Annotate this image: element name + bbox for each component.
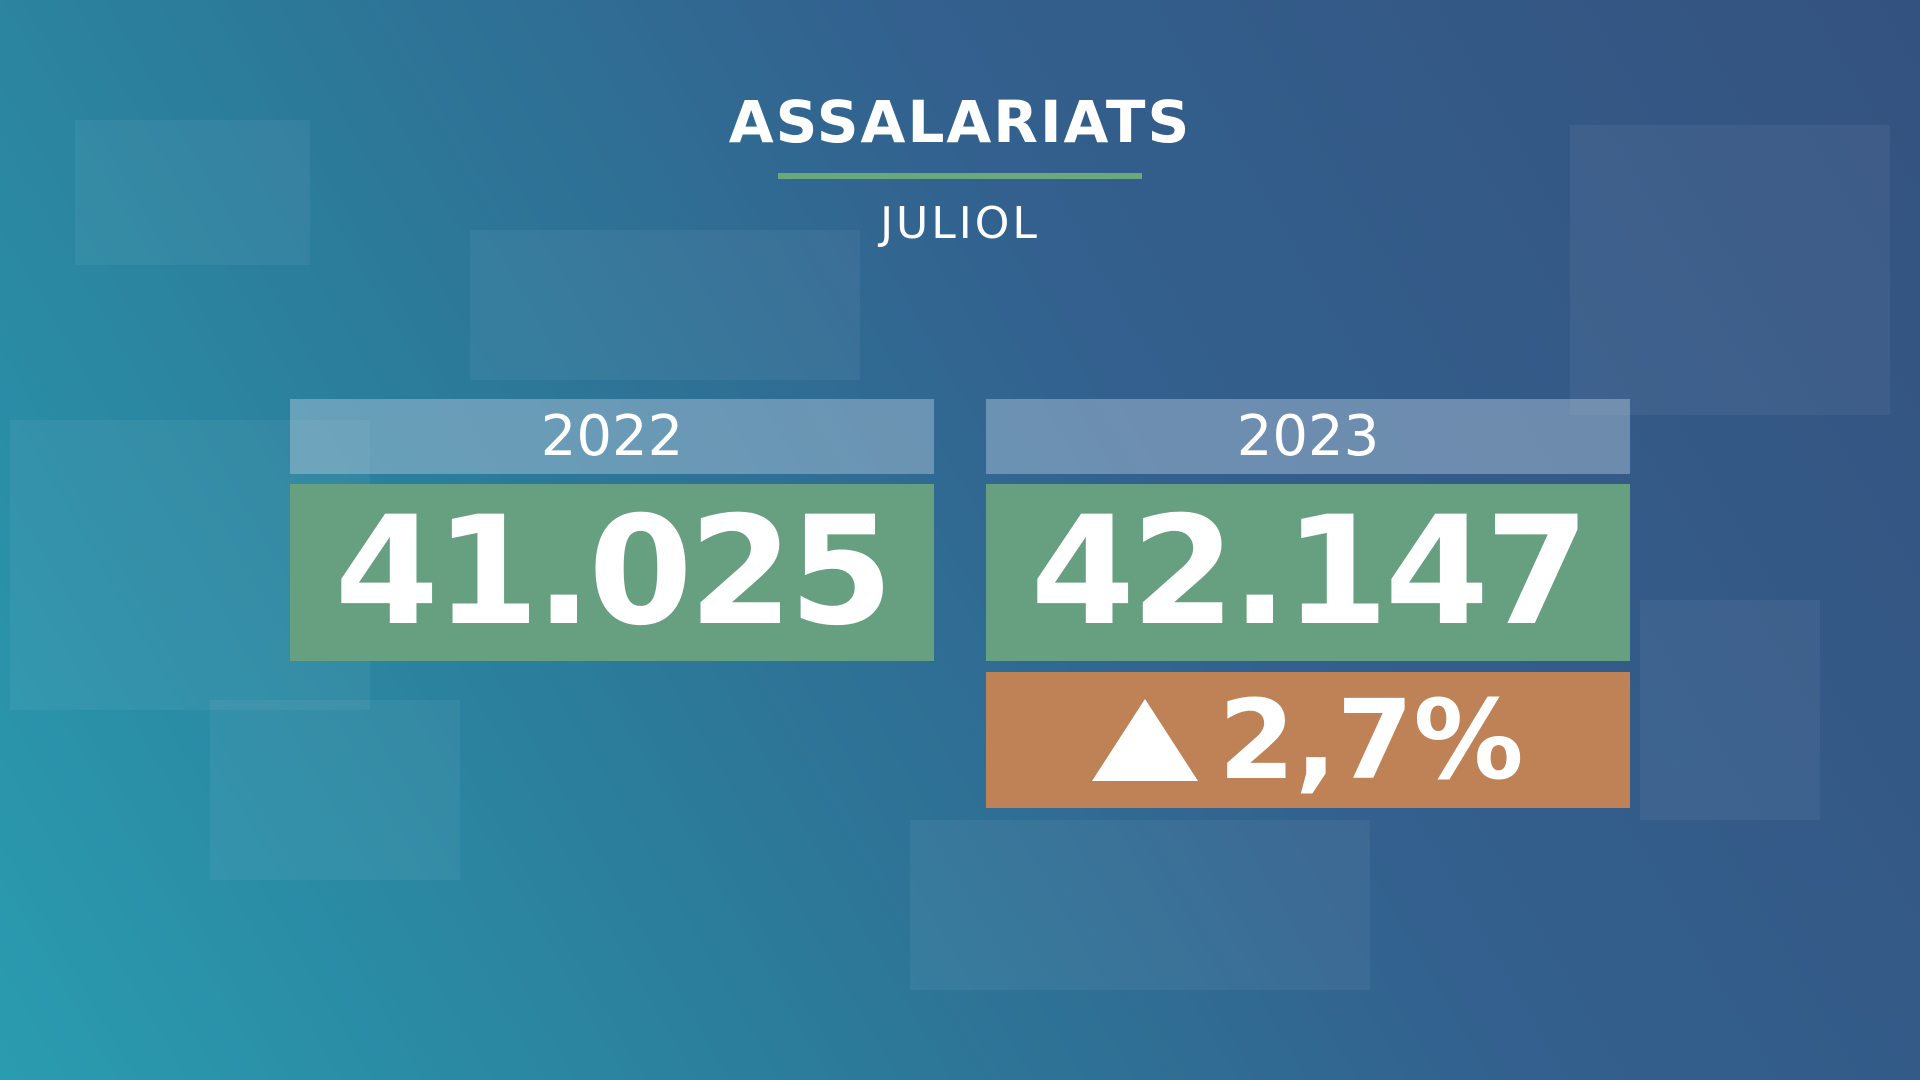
decor	[470, 230, 860, 380]
title-underline	[778, 173, 1142, 179]
year-label: 2023	[986, 399, 1630, 474]
decor	[910, 820, 1370, 990]
change-box: 2,7%	[986, 672, 1630, 808]
up-triangle-icon	[1092, 699, 1199, 781]
decor	[210, 700, 460, 880]
subtitle: JULIOL	[880, 198, 1040, 249]
decor	[1570, 125, 1890, 415]
change-value: 2,7%	[1218, 676, 1524, 804]
title: ASSALARIATS	[728, 88, 1192, 156]
value: 42.147	[986, 484, 1630, 661]
year-label: 2022	[290, 399, 934, 474]
value: 41.025	[290, 484, 934, 661]
decor	[1640, 600, 1820, 820]
decor	[75, 120, 310, 265]
